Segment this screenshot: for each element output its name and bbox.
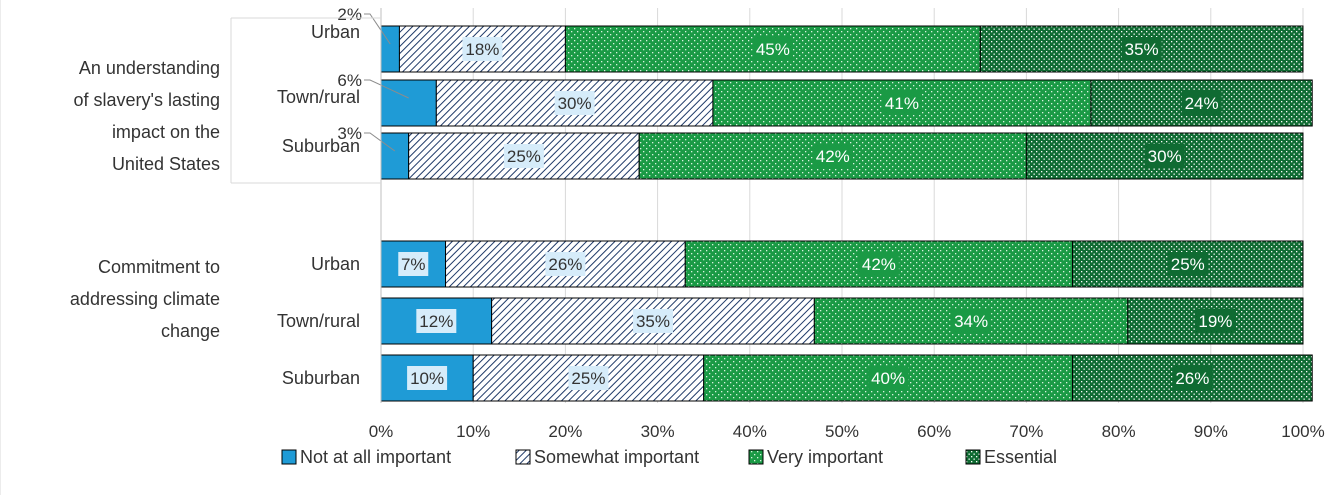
legend: Not at all important Somewhat important Ve… — [281, 447, 1057, 467]
data-label-bg — [951, 309, 992, 333]
data-label: 45% — [756, 40, 790, 59]
data-label: 26% — [548, 255, 582, 274]
data-label: 30% — [558, 94, 592, 113]
axes: 0% 10% 20% 30% 40% 50% 60% 70% 80% 90% 100% An unde… — [0, 0, 1325, 495]
group-label-line: addressing climate — [70, 289, 220, 309]
data-label-bg — [752, 37, 793, 61]
data-label-bg — [407, 366, 448, 390]
legend-entry: Very important — [767, 447, 883, 467]
legend-entry: Somewhat important — [534, 447, 699, 467]
x-tick-label: 100% — [1281, 422, 1324, 441]
category-label: Suburban — [282, 368, 360, 388]
data-label: 41% — [885, 94, 919, 113]
data-label-bg — [554, 91, 595, 115]
legend-swatch — [515, 449, 531, 465]
data-label: 3% — [337, 124, 362, 143]
category-label: Urban — [311, 22, 360, 42]
bar-segment — [380, 132, 410, 180]
group-label-line: United States — [112, 154, 220, 174]
legend-swatch — [965, 449, 981, 465]
data-label-bg — [812, 144, 853, 168]
group-label-line: change — [161, 321, 220, 341]
data-label-bg — [1172, 366, 1213, 390]
x-tick-label: 50% — [825, 422, 859, 441]
category-label: Town/rural — [277, 311, 360, 331]
x-tick-label: 20% — [548, 422, 582, 441]
x-tick-label: 60% — [917, 422, 951, 441]
legend-entry: Essential — [984, 447, 1057, 467]
group-label-line: impact on the — [112, 122, 220, 142]
x-tick-label: 90% — [1194, 422, 1228, 441]
group-label-line: Commitment to — [98, 257, 220, 277]
leader-line — [364, 13, 391, 45]
data-label-bg — [1121, 37, 1162, 61]
data-label: 26% — [1175, 369, 1209, 388]
data-label-bg — [462, 37, 503, 61]
data-label-bg — [1195, 309, 1236, 333]
data-label-bg — [398, 252, 429, 276]
data-label-bg — [503, 144, 544, 168]
data-label: 12% — [419, 312, 453, 331]
group-label-line: An understanding — [79, 58, 220, 78]
leader-line — [364, 132, 396, 152]
leader-line — [364, 79, 409, 99]
x-tick-label: 70% — [1009, 422, 1043, 441]
data-label: 25% — [571, 369, 605, 388]
data-label: 30% — [1148, 147, 1182, 166]
data-label: 10% — [410, 369, 444, 388]
category-label: Town/rural — [277, 87, 360, 107]
category-label: Urban — [311, 254, 360, 274]
bars — [380, 25, 1313, 402]
data-label-bg — [632, 309, 673, 333]
data-label-bg — [858, 252, 899, 276]
x-tick-label: 30% — [641, 422, 675, 441]
data-labels: 2% 18% 45% 35% 6% 30% 41% 24% 3% 25% 42% 30% 7% 26% 42… — [337, 5, 1236, 390]
x-tick-label: 80% — [1102, 422, 1136, 441]
data-label: 2% — [337, 5, 362, 24]
legend-entry: Not at all important — [300, 447, 451, 467]
data-label-bg — [868, 366, 909, 390]
data-label: 42% — [816, 147, 850, 166]
group-label-line: of slavery's lasting — [74, 90, 221, 110]
bar-segment — [380, 79, 437, 127]
data-label: 35% — [636, 312, 670, 331]
data-label-bg — [1144, 144, 1185, 168]
data-label: 6% — [337, 71, 362, 90]
x-tick-label: 40% — [733, 422, 767, 441]
data-label-bg — [416, 309, 457, 333]
bar-segment — [380, 25, 400, 73]
data-label-bg — [1167, 252, 1208, 276]
data-label: 24% — [1185, 94, 1219, 113]
data-label-bg — [568, 366, 609, 390]
data-label: 19% — [1198, 312, 1232, 331]
data-label: 42% — [862, 255, 896, 274]
legend-swatch — [748, 449, 764, 465]
data-label: 25% — [507, 147, 541, 166]
data-label: 7% — [401, 255, 426, 274]
data-label: 35% — [1125, 40, 1159, 59]
legend-swatch — [281, 449, 297, 465]
data-label-bg — [881, 91, 922, 115]
data-label: 40% — [871, 369, 905, 388]
data-label: 25% — [1171, 255, 1205, 274]
data-label-bg — [1181, 91, 1222, 115]
category-label: Suburban — [282, 136, 360, 156]
x-tick-label: 10% — [456, 422, 490, 441]
x-tick-label: 0% — [369, 422, 394, 441]
data-label-bg — [545, 252, 586, 276]
data-label: 34% — [954, 312, 988, 331]
data-label: 18% — [465, 40, 499, 59]
